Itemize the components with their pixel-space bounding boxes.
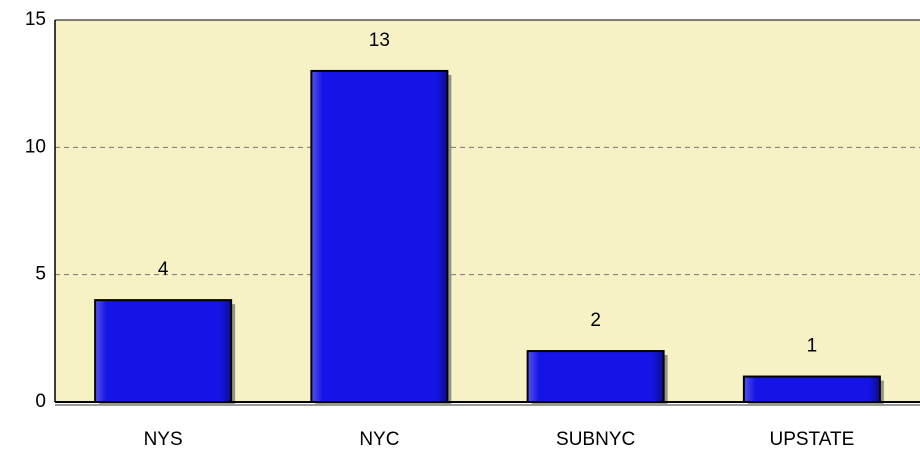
bar-bevel bbox=[744, 377, 879, 401]
bar-bevel bbox=[312, 71, 447, 401]
y-tick-label: 0 bbox=[35, 391, 46, 412]
x-tick-label: NYC bbox=[359, 429, 399, 450]
y-tick-label: 15 bbox=[25, 9, 46, 30]
x-tick-label: UPSTATE bbox=[769, 429, 854, 450]
y-tick-label: 10 bbox=[25, 136, 46, 157]
data-label: 13 bbox=[369, 30, 390, 51]
data-label: 4 bbox=[158, 259, 169, 280]
data-label: 1 bbox=[807, 336, 818, 357]
x-tick-label: NYS bbox=[144, 429, 183, 450]
x-tick-label: SUBNYC bbox=[556, 429, 635, 450]
y-tick-label: 5 bbox=[35, 264, 46, 285]
bar-bevel bbox=[96, 301, 231, 401]
bar-bevel bbox=[528, 352, 663, 401]
data-label: 2 bbox=[590, 310, 601, 331]
